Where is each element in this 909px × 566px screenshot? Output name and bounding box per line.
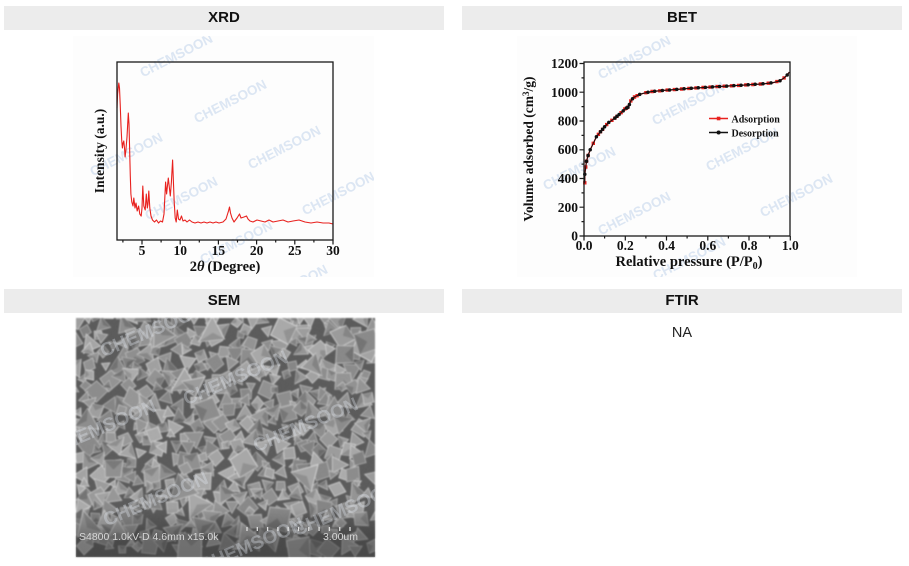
svg-text:Volume adsorbed (cm3/g): Volume adsorbed (cm3/g) — [521, 76, 536, 221]
svg-text:CHEMSOON: CHEMSOON — [180, 347, 291, 410]
svg-text:3.00um: 3.00um — [323, 531, 358, 543]
svg-text:400: 400 — [558, 171, 579, 186]
svg-text:30: 30 — [326, 243, 340, 258]
svg-text:0.6: 0.6 — [699, 238, 716, 253]
svg-text:1000: 1000 — [551, 85, 578, 100]
svg-text:Desorption: Desorption — [732, 129, 780, 140]
svg-text:20: 20 — [250, 243, 264, 258]
svg-text:0: 0 — [571, 229, 578, 244]
svg-text:25: 25 — [288, 243, 302, 258]
svg-text:Intensity (a.u.): Intensity (a.u.) — [92, 109, 107, 193]
svg-text:600: 600 — [558, 142, 579, 157]
svg-text:CHEMSOON: CHEMSOON — [250, 394, 361, 457]
svg-text:0.0: 0.0 — [576, 238, 593, 253]
svg-text:0.8: 0.8 — [741, 238, 758, 253]
svg-text:0.4: 0.4 — [658, 238, 675, 253]
svg-text:1.0: 1.0 — [782, 238, 799, 253]
svg-text:200: 200 — [558, 200, 579, 215]
svg-text:CHEMSOON: CHEMSOON — [97, 318, 208, 362]
svg-text:10: 10 — [173, 243, 187, 258]
svg-text:1200: 1200 — [551, 56, 578, 71]
svg-text:Adsorption: Adsorption — [732, 115, 781, 126]
svg-text:CHEMSOON: CHEMSOON — [76, 396, 159, 459]
svg-text:15: 15 — [212, 243, 226, 258]
svg-text:800: 800 — [558, 114, 579, 129]
svg-text:5: 5 — [139, 243, 146, 258]
svg-text:S4800 1.0kV-D 4.6mm x15.0k: S4800 1.0kV-D 4.6mm x15.0k — [79, 531, 219, 543]
svg-text:Relative pressure (P/P0): Relative pressure (P/P0) — [615, 254, 762, 272]
svg-text:0.2: 0.2 — [617, 238, 634, 253]
svg-text:2θ (Degree): 2θ (Degree) — [190, 259, 261, 275]
